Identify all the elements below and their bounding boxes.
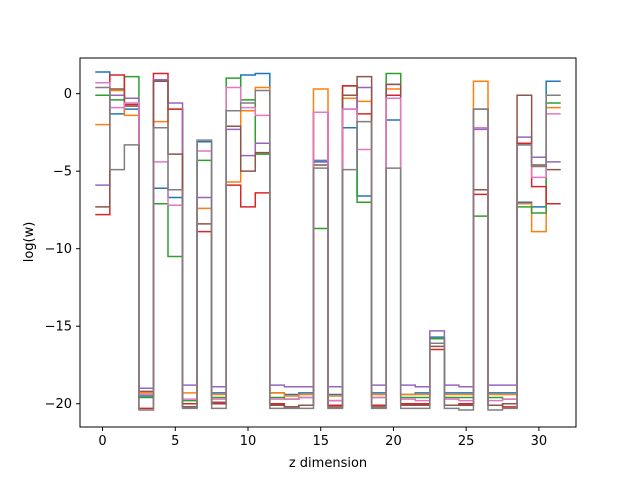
x-tick-label: 30 xyxy=(531,434,548,449)
series-layer xyxy=(95,71,561,411)
series-line-6 xyxy=(95,75,561,408)
x-axis-label: z dimension xyxy=(289,456,367,471)
x-tick-label: 5 xyxy=(171,434,179,449)
x-tick-label: 10 xyxy=(240,434,257,449)
axes-frame xyxy=(79,57,577,428)
x-tick-label: 15 xyxy=(312,434,329,449)
y-tick-label: −20 xyxy=(45,397,72,412)
plot-area xyxy=(79,57,577,428)
x-tick-label: 20 xyxy=(385,434,402,449)
x-axis: 0 5 10 15 20 25 30 xyxy=(98,427,547,449)
x-tick-label: 0 xyxy=(98,434,106,449)
y-tick-label: −5 xyxy=(53,165,72,180)
series-line-8 xyxy=(95,86,561,411)
x-tick-label: 25 xyxy=(458,434,475,449)
y-axis-label: log(w) xyxy=(22,222,37,263)
y-axis: 0 −5 −10 −15 −20 xyxy=(45,87,80,412)
y-tick-label: −10 xyxy=(45,242,72,257)
y-tick-label: −15 xyxy=(45,320,72,335)
y-tick-label: 0 xyxy=(64,87,72,102)
series-line-3 xyxy=(95,72,561,402)
